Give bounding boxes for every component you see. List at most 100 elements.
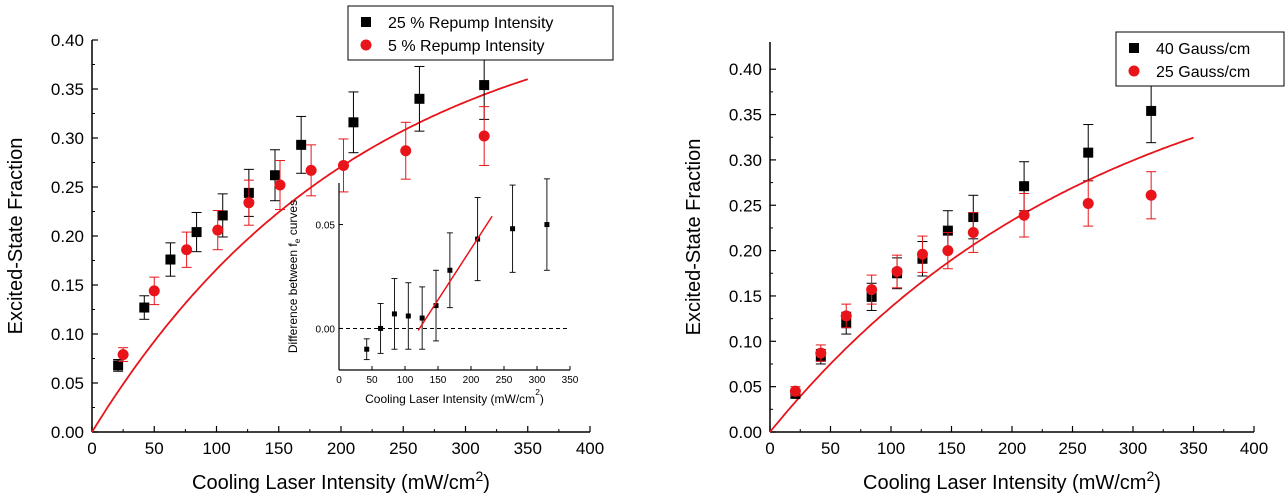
y-axis-title: Excited-State Fraction (5, 138, 27, 335)
x-axis-title: Cooling Laser Intensity (mW/cm2) (863, 468, 1161, 494)
data-point-square (191, 227, 202, 238)
x-tick-label: 400 (576, 439, 604, 458)
y-tick-label: 0.25 (51, 178, 84, 197)
left-chart: 0 50 100 150 200 250 300 350 400 0.00 0.05 0.10 0.15… (5, 5, 614, 494)
data-point-circle (337, 159, 349, 171)
x-tick-label: 0 (765, 439, 774, 458)
inset-x-tick-label: 0 (336, 375, 342, 386)
y-tick-label: 0.20 (729, 242, 762, 261)
data-point-circle (916, 248, 928, 260)
x-tick-label: 300 (1119, 439, 1147, 458)
data-point-square (165, 254, 176, 265)
data-point-circle (305, 164, 317, 176)
data-point-circle (891, 265, 903, 277)
inset-data-point (378, 325, 384, 331)
inset-data-point (447, 267, 453, 273)
data-point-circle (866, 284, 878, 296)
data-point-circle (840, 310, 852, 322)
data-point-square (296, 139, 307, 150)
fit-curve (769, 136, 1194, 433)
x-tick-label: 200 (998, 439, 1026, 458)
inset-data-point (544, 222, 550, 228)
inset-x-tick-label: 50 (366, 375, 378, 386)
inset-x-tick-label: 350 (562, 375, 579, 386)
fit-curve (91, 78, 529, 433)
inset-x-tick-label: 250 (496, 375, 513, 386)
legend-marker-square (361, 17, 371, 27)
inset-y-tick-label: 0.05 (316, 221, 336, 232)
legend-label: 5 % Repump Intensity (388, 38, 545, 55)
data-point-square (139, 302, 150, 313)
y-tick-label: 0.30 (729, 151, 762, 170)
y-tick-label: 0.40 (729, 60, 762, 79)
legend-box (1115, 31, 1285, 87)
y-tick-label: 0.40 (51, 31, 84, 50)
inset-x-tick-label: 150 (430, 375, 447, 386)
data-point-square (1019, 181, 1030, 192)
x-tick-label: 150 (265, 439, 293, 458)
legend-marker-circle (360, 39, 372, 51)
data-point-circle (967, 226, 979, 238)
y-tick-label: 0.05 (729, 378, 762, 397)
inset-data-point (364, 346, 370, 352)
x-tick-label: 400 (1240, 439, 1268, 458)
inset-fit-line (417, 215, 493, 331)
legend: 40 Gauss/cm 25 Gauss/cm (1115, 31, 1285, 87)
data-point-circle (181, 244, 193, 256)
data-point-square (414, 93, 425, 104)
legend-box (347, 5, 614, 61)
data-point-square (479, 80, 490, 91)
data-point-circle (117, 349, 129, 361)
data-point-square (1083, 147, 1094, 158)
inset-data-point (391, 311, 397, 317)
x-tick-label: 50 (145, 439, 164, 458)
inset-x-axis-title: Cooling Laser Intensity (mW/cm2) (365, 387, 544, 406)
x-tick-label: 300 (451, 439, 479, 458)
y-tick-label: 0.20 (51, 227, 84, 246)
data-point-circle (1018, 209, 1030, 221)
x-tick-label: 350 (514, 439, 542, 458)
data-point-square (1146, 105, 1157, 116)
data-point-circle (243, 197, 255, 209)
x-tick-label: 150 (937, 439, 965, 458)
data-point-square (270, 170, 281, 181)
data-point-circle (478, 130, 490, 142)
data-point-circle (1145, 189, 1157, 201)
x-tick-label: 100 (202, 439, 230, 458)
inset-x-tick-label: 300 (529, 375, 546, 386)
legend-marker-circle (1128, 65, 1140, 77)
legend: 25 % Repump Intensity 5 % Repump Intensit… (347, 5, 614, 61)
x-tick-label: 250 (389, 439, 417, 458)
inset-y-tick-label: 0.00 (316, 324, 336, 335)
inset-data-point (433, 303, 439, 309)
y-tick-label: 0.00 (729, 423, 762, 442)
x-tick-label: 0 (87, 439, 96, 458)
y-tick-label: 0.10 (51, 325, 84, 344)
data-point-circle (148, 285, 160, 297)
legend-marker-square (1129, 43, 1139, 53)
y-axis-title: Excited-State Fraction (683, 139, 705, 336)
y-tick-label: 0.30 (51, 129, 84, 148)
x-tick-label: 100 (877, 439, 905, 458)
data-point-circle (212, 224, 224, 236)
y-tick-label: 0.10 (729, 332, 762, 351)
legend-label: 25 % Repump Intensity (388, 15, 553, 32)
legend-label: 40 Gauss/cm (1156, 41, 1250, 58)
inset-x-tick-label: 200 (463, 375, 480, 386)
data-point-circle (942, 245, 954, 257)
data-point-circle (1082, 197, 1094, 209)
data-point-square (348, 117, 359, 128)
y-tick-label: 0.35 (51, 80, 84, 99)
y-tick-label: 0.15 (51, 276, 84, 295)
y-tick-label: 0.15 (729, 287, 762, 306)
data-point-circle (789, 385, 801, 397)
y-tick-label: 0.00 (51, 423, 84, 442)
right-chart: 0 50 100 150 200 250 300 350 400 0.00 0.05 0.10 0.15… (683, 31, 1285, 494)
inset-x-tick-label: 100 (397, 375, 414, 386)
data-point-square (942, 225, 953, 236)
inset-data-point (510, 226, 516, 232)
data-point-square (217, 210, 228, 221)
inset-data-point (419, 315, 425, 321)
y-tick-label: 0.25 (729, 196, 762, 215)
